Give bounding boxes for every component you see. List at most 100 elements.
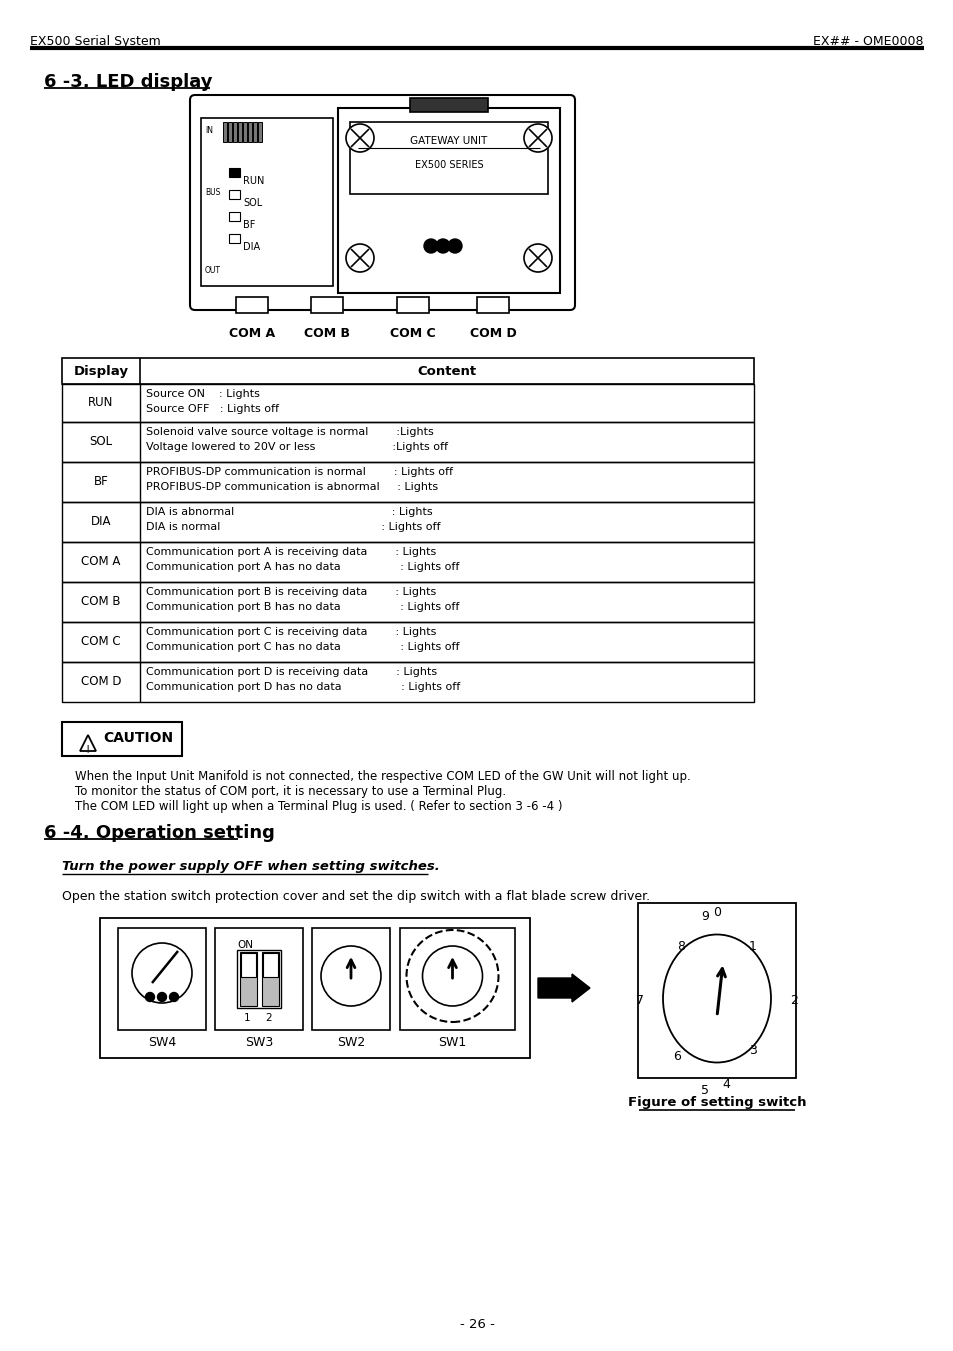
Bar [214, 928, 303, 1029]
Text: 6 -3. LED display: 6 -3. LED display [44, 73, 213, 91]
Bar [62, 542, 753, 582]
Text: Communication port D is receiving data        : Lights: Communication port D is receiving data :… [146, 667, 436, 677]
Text: 1: 1 [243, 1013, 250, 1023]
Bar [237, 122, 242, 142]
Polygon shape [80, 735, 96, 751]
Text: Turn the power supply OFF when setting switches.: Turn the power supply OFF when setting s… [62, 861, 439, 873]
Text: COM B: COM B [304, 327, 350, 340]
Text: SW4: SW4 [148, 1036, 176, 1048]
Text: 2: 2 [789, 994, 797, 1006]
Text: GATEWAY UNIT: GATEWAY UNIT [410, 136, 487, 146]
Bar [257, 122, 262, 142]
Bar [241, 952, 255, 977]
Text: 6 -4. Operation setting: 6 -4. Operation setting [44, 824, 274, 842]
Bar [248, 122, 252, 142]
Bar [410, 99, 488, 112]
Text: - 26 -: - 26 - [459, 1319, 494, 1331]
Bar [62, 462, 753, 503]
Text: 6: 6 [672, 1050, 679, 1063]
Bar [311, 297, 343, 313]
Circle shape [170, 993, 178, 1001]
Bar [243, 122, 247, 142]
Text: !: ! [86, 744, 90, 755]
Text: 1: 1 [748, 940, 756, 954]
Text: CAUTION: CAUTION [103, 731, 172, 744]
Bar [62, 721, 182, 757]
Text: SW3: SW3 [245, 1036, 273, 1048]
Bar [62, 422, 753, 462]
Bar [118, 928, 206, 1029]
Text: Voltage lowered to 20V or less                      :Lights off: Voltage lowered to 20V or less :Lights o… [146, 442, 448, 453]
Text: When the Input Unit Manifold is not connected, the respective COM LED of the GW : When the Input Unit Manifold is not conn… [75, 770, 690, 784]
Bar [229, 212, 240, 222]
Bar [62, 662, 753, 703]
Text: Communication port A has no data                 : Lights off: Communication port A has no data : Light… [146, 562, 459, 571]
Text: SOL: SOL [90, 435, 112, 449]
Text: DIA: DIA [243, 242, 260, 253]
Circle shape [448, 239, 461, 253]
Text: 4: 4 [722, 1078, 730, 1092]
Text: Solenoid valve source voltage is normal        :Lights: Solenoid valve source voltage is normal … [146, 427, 434, 436]
Text: Communication port C is receiving data        : Lights: Communication port C is receiving data :… [146, 627, 436, 638]
Text: Content: Content [417, 365, 476, 378]
Text: 8: 8 [677, 940, 684, 954]
Text: DIA is normal                                              : Lights off: DIA is normal : Lights off [146, 521, 440, 532]
Bar [233, 122, 236, 142]
Circle shape [320, 946, 380, 1006]
Text: BF: BF [243, 220, 255, 230]
Circle shape [132, 943, 192, 1002]
Text: 7: 7 [636, 994, 643, 1006]
Text: Communication port C has no data                 : Lights off: Communication port C has no data : Light… [146, 642, 459, 653]
Circle shape [436, 239, 450, 253]
Bar [399, 928, 515, 1029]
Bar [62, 358, 753, 384]
Text: OUT: OUT [205, 266, 221, 276]
Text: Figure of setting switch: Figure of setting switch [627, 1096, 805, 1109]
Circle shape [346, 124, 374, 153]
Bar [350, 122, 547, 195]
Text: COM D: COM D [469, 327, 516, 340]
Text: COM C: COM C [390, 327, 436, 340]
Text: To monitor the status of COM port, it is necessary to use a Terminal Plug.: To monitor the status of COM port, it is… [75, 785, 506, 798]
Bar [62, 621, 753, 662]
Bar [263, 952, 277, 977]
Text: BUS: BUS [205, 188, 220, 197]
Text: Source ON    : Lights: Source ON : Lights [146, 389, 259, 399]
Text: The COM LED will light up when a Terminal Plug is used. ( Refer to section 3 -6 : The COM LED will light up when a Termina… [75, 800, 562, 813]
Bar [240, 952, 256, 1006]
Text: COM A: COM A [81, 555, 121, 567]
Bar [337, 108, 559, 293]
Text: ON: ON [236, 940, 253, 950]
Text: 2: 2 [265, 1013, 272, 1023]
Text: COM C: COM C [81, 635, 121, 648]
Text: DIA: DIA [91, 515, 112, 528]
Text: Communication port D has no data                 : Lights off: Communication port D has no data : Light… [146, 682, 459, 692]
Ellipse shape [662, 935, 770, 1062]
Circle shape [422, 946, 482, 1006]
Bar [100, 917, 530, 1058]
Bar [62, 384, 753, 422]
Circle shape [157, 993, 167, 1001]
Text: SW1: SW1 [438, 1036, 466, 1048]
Circle shape [523, 245, 552, 272]
Bar [476, 297, 509, 313]
Text: PROFIBUS-DP communication is abnormal     : Lights: PROFIBUS-DP communication is abnormal : … [146, 482, 437, 492]
Text: RUN: RUN [243, 176, 264, 186]
Circle shape [523, 124, 552, 153]
Text: Display: Display [73, 365, 129, 378]
Text: Communication port B is receiving data        : Lights: Communication port B is receiving data :… [146, 586, 436, 597]
Text: 5: 5 [700, 1084, 709, 1097]
Text: SW2: SW2 [336, 1036, 365, 1048]
Circle shape [146, 993, 154, 1001]
Text: BF: BF [93, 476, 109, 488]
Text: COM D: COM D [81, 676, 121, 688]
Text: 9: 9 [700, 911, 708, 923]
Text: COM A: COM A [229, 327, 274, 340]
Text: Open the station switch protection cover and set the dip switch with a flat blad: Open the station switch protection cover… [62, 890, 649, 902]
Bar [236, 950, 281, 1008]
Bar [638, 902, 795, 1078]
Text: EX## - OME0008: EX## - OME0008 [813, 35, 923, 49]
Text: Source OFF   : Lights off: Source OFF : Lights off [146, 404, 278, 413]
Text: COM B: COM B [81, 594, 121, 608]
FancyArrow shape [537, 974, 589, 1002]
